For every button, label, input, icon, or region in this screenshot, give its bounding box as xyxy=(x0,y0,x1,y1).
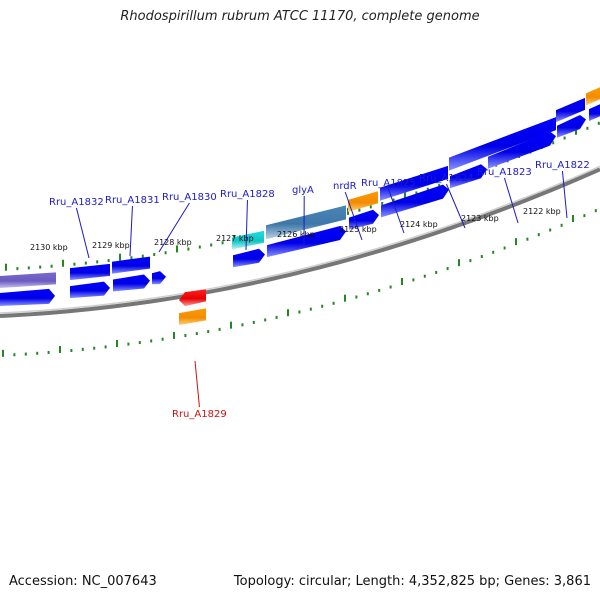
leader-line xyxy=(158,202,190,253)
ruler-label: 2126 kbp xyxy=(277,230,315,239)
map-title: Rhodospirillum rubrum ATCC 11170, comple… xyxy=(120,9,480,24)
ruler-label: 2125 kbp xyxy=(339,225,377,234)
leader-line xyxy=(194,360,200,408)
feature-rru-a1833[interactable] xyxy=(0,288,55,306)
ruler-label: 2122 kbp xyxy=(523,207,561,216)
ruler-label: 2124 kbp xyxy=(400,220,438,229)
genome-backbone xyxy=(0,165,600,318)
leader-line xyxy=(561,170,568,219)
feature-rru-a1825[interactable] xyxy=(381,184,449,218)
leader-line xyxy=(344,191,363,241)
leader-line xyxy=(129,205,133,257)
feature-rru-a1831-top[interactable] xyxy=(112,256,150,274)
ruler-label: 2129 kbp xyxy=(92,241,130,250)
gene-label[interactable]: Rru_A1822 xyxy=(535,160,590,171)
feature-glya[interactable] xyxy=(267,226,346,258)
feature-track xyxy=(0,87,600,326)
feature-rru-a1823[interactable] xyxy=(488,131,556,169)
feature-rru-a1824-top[interactable] xyxy=(449,117,556,171)
leader-line xyxy=(387,188,405,234)
leader-line xyxy=(503,177,519,224)
ruler-label: 2123 kbp xyxy=(461,214,499,223)
leader-line xyxy=(75,207,90,259)
ruler-labels: 2130 kbp 2129 kbp 2128 kbp 2127 kbp 2126 kbp… xyxy=(30,207,561,252)
gene-label[interactable]: Rru_A1831 xyxy=(105,195,160,206)
gene-label[interactable]: Rru_A1823 xyxy=(477,167,532,178)
feature-rru-a1832[interactable] xyxy=(70,281,110,299)
gene-label[interactable]: nrdR xyxy=(333,181,357,192)
feature-rru-a1832-top[interactable] xyxy=(70,263,110,281)
feature-rru-a1825-top[interactable] xyxy=(380,165,448,201)
feature-next[interactable] xyxy=(589,104,600,122)
gene-label[interactable]: Rru_A1830 xyxy=(162,192,217,203)
gene-label[interactable]: Rru_A1825 xyxy=(361,178,416,189)
feature-next-top[interactable] xyxy=(586,87,600,106)
gene-label[interactable]: Rru_A1828 xyxy=(220,189,275,200)
gene-label[interactable]: Rru_A1829 xyxy=(172,409,227,420)
feature-rru-a1822-top[interactable] xyxy=(556,97,585,123)
feature-rru-a1822[interactable] xyxy=(557,115,586,138)
backbone-line xyxy=(0,167,600,318)
feature-rru-a1833-top[interactable] xyxy=(0,272,56,288)
gene-label[interactable]: Rru_A1832 xyxy=(49,197,104,208)
ruler-label: 2127 kbp xyxy=(216,234,254,243)
feature-nrdr-top[interactable] xyxy=(348,191,378,212)
feature-rru-a1828-top[interactable] xyxy=(232,230,264,250)
feature-rru-a1824[interactable] xyxy=(450,164,487,189)
inner-tick-track xyxy=(2,209,597,357)
feature-glya-top[interactable] xyxy=(266,205,346,240)
feature-rru-a1829-gene[interactable] xyxy=(179,308,206,326)
feature-rru-a1828[interactable] xyxy=(233,248,265,268)
gene-label[interactable]: Rru_A1824 xyxy=(419,173,474,184)
topology-summary: Topology: circular; Length: 4,352,825 bp… xyxy=(233,574,591,589)
gene-label[interactable]: glyA xyxy=(292,185,314,196)
ruler-label: 2128 kbp xyxy=(154,238,192,247)
leader-line xyxy=(445,183,466,229)
gene-labels: Rru_A1832 Rru_A1831 Rru_A1830 Rru_A1828 glyA… xyxy=(49,160,590,420)
ruler-label: 2130 kbp xyxy=(30,243,68,252)
feature-rru-a1829[interactable] xyxy=(179,289,206,307)
feature-rru-a1831[interactable] xyxy=(113,274,150,292)
accession-text: Accession: NC_007643 xyxy=(9,574,157,589)
label-leader-lines xyxy=(75,170,568,408)
feature-rru-a1830[interactable] xyxy=(152,271,166,285)
leader-line xyxy=(245,199,248,251)
